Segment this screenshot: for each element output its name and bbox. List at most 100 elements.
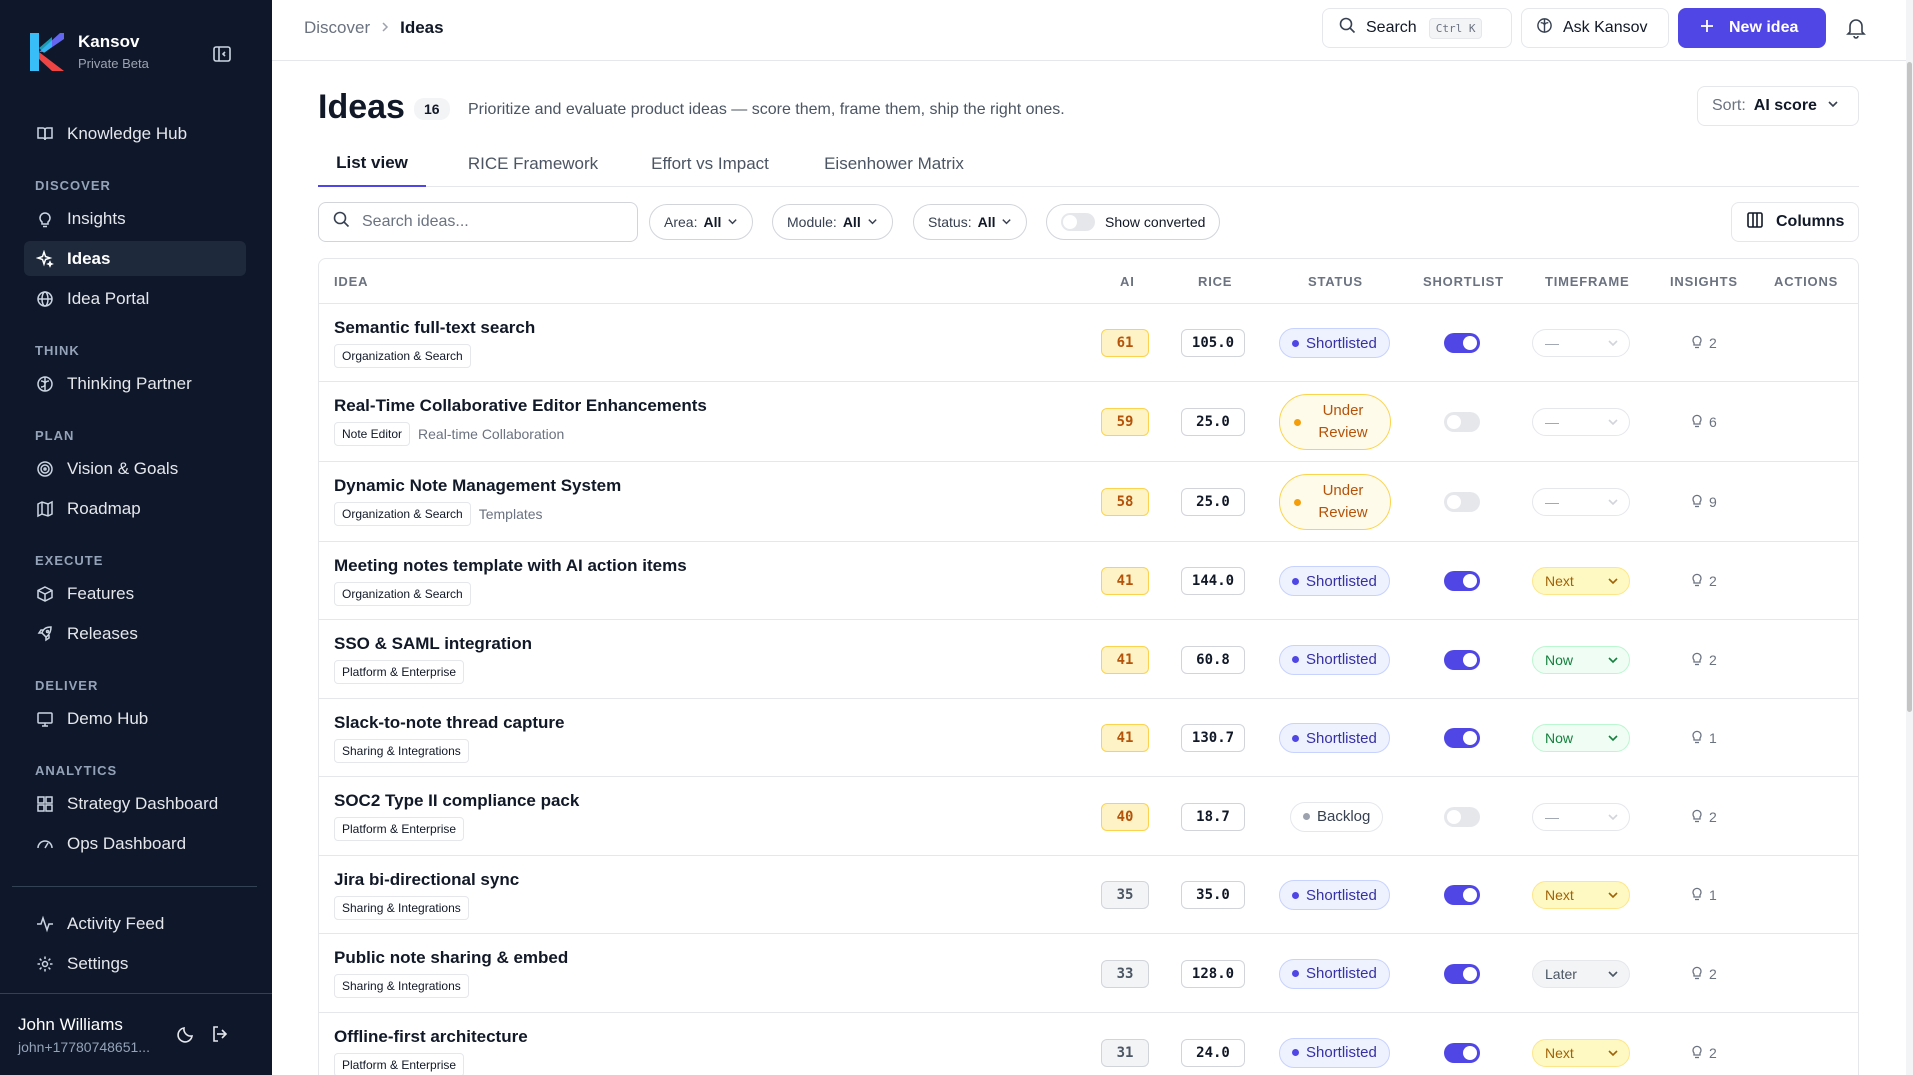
shortlist-toggle[interactable] — [1444, 963, 1480, 984]
table-row[interactable]: SOC2 Type II compliance pack Platform & E… — [319, 777, 1858, 856]
table-row[interactable]: SSO & SAML integration Platform & Enterpr… — [319, 620, 1858, 699]
timeframe-select[interactable]: — — [1532, 488, 1630, 516]
sidebar-item-releases[interactable]: Releases — [24, 616, 246, 651]
ideas-search-input[interactable]: Search ideas... — [318, 202, 638, 242]
new-idea-button[interactable]: New idea — [1678, 8, 1826, 48]
shortlist-toggle[interactable] — [1444, 571, 1480, 591]
shortlist-toggle[interactable] — [1444, 333, 1480, 353]
sidebar-collapse-icon[interactable] — [210, 42, 234, 66]
sidebar-item-knowledge-hub[interactable]: Knowledge Hub — [24, 116, 246, 151]
col-insights[interactable]: INSIGHTS — [1670, 274, 1738, 289]
idea-title[interactable]: Public note sharing & embed — [334, 948, 569, 967]
idea-title[interactable]: SSO & SAML integration — [334, 634, 533, 653]
sidebar-item-settings[interactable]: Settings — [24, 946, 246, 981]
sidebar-item-activity-feed[interactable]: Activity Feed — [24, 906, 246, 941]
sidebar-item-ideas[interactable]: Ideas — [24, 241, 246, 276]
status-badge[interactable]: Shortlisted — [1279, 880, 1390, 910]
status-badge[interactable]: Under Review — [1279, 394, 1391, 450]
sidebar-item-thinking-partner[interactable]: Thinking Partner — [24, 366, 246, 401]
shortlist-toggle[interactable] — [1444, 1042, 1480, 1063]
insights-count[interactable]: 2 — [1691, 965, 1717, 983]
insights-count[interactable]: 2 — [1691, 1044, 1717, 1062]
timeframe-select[interactable]: Next — [1532, 881, 1630, 909]
breadcrumb-discover[interactable]: Discover — [304, 18, 371, 37]
toggle-switch[interactable] — [1061, 213, 1095, 231]
area-filter[interactable]: Area: All — [649, 204, 754, 240]
insights-count[interactable]: 2 — [1691, 651, 1717, 669]
status-filter[interactable]: Status: All — [913, 204, 1028, 240]
insights-count[interactable]: 6 — [1691, 413, 1717, 431]
columns-button[interactable]: Columns — [1731, 202, 1859, 242]
timeframe-select[interactable]: Now — [1532, 724, 1630, 752]
sort-dropdown[interactable]: Sort: AI score — [1697, 86, 1859, 126]
sidebar-item-insights[interactable]: Insights — [24, 201, 246, 236]
col-timeframe[interactable]: TIMEFRAME — [1545, 274, 1630, 289]
col-status[interactable]: STATUS — [1308, 274, 1363, 289]
status-badge[interactable]: Shortlisted — [1279, 566, 1390, 596]
table-row[interactable]: Dynamic Note Management System Organizati… — [319, 462, 1858, 542]
sidebar-item-demo-hub[interactable]: Demo Hub — [24, 701, 246, 736]
user-profile[interactable]: John Williams john+17780748651... — [18, 1015, 150, 1055]
insights-count[interactable]: 1 — [1691, 729, 1717, 747]
shortlist-toggle[interactable] — [1444, 806, 1480, 827]
idea-title[interactable]: Slack-to-note thread capture — [334, 713, 565, 732]
col-idea[interactable]: IDEA — [334, 274, 369, 289]
status-badge[interactable]: Shortlisted — [1279, 1037, 1390, 1068]
insights-count[interactable]: 2 — [1691, 808, 1717, 826]
col-rice[interactable]: RICE — [1198, 274, 1233, 289]
idea-title[interactable]: Meeting notes template with AI action it… — [334, 556, 687, 575]
col-shortlist[interactable]: SHORTLIST — [1423, 274, 1504, 289]
shortlist-toggle[interactable] — [1444, 728, 1480, 748]
status-badge[interactable]: Shortlisted — [1279, 328, 1390, 358]
ask-kansov-button[interactable]: Ask Kansov — [1521, 8, 1669, 48]
scrollbar-thumb[interactable] — [1907, 62, 1912, 712]
logout-icon[interactable] — [210, 1024, 230, 1049]
table-row[interactable]: Jira bi-directional sync Sharing & Integr… — [319, 856, 1858, 934]
idea-title[interactable]: Offline-first architecture — [334, 1027, 528, 1046]
status-badge[interactable]: Under Review — [1279, 474, 1391, 530]
timeframe-select[interactable]: Now — [1532, 645, 1630, 674]
module-filter[interactable]: Module: All — [772, 204, 893, 240]
tab-list-view[interactable]: List view — [318, 140, 426, 187]
idea-title[interactable]: Dynamic Note Management System — [334, 476, 622, 495]
global-search-button[interactable]: Search Ctrl K — [1322, 8, 1512, 48]
status-badge[interactable]: Shortlisted — [1279, 723, 1390, 753]
tab-eisenhower-matrix[interactable]: Eisenhower Matrix — [824, 153, 964, 173]
shortlist-toggle[interactable] — [1444, 412, 1480, 432]
moon-icon[interactable] — [176, 1024, 196, 1049]
timeframe-select[interactable]: — — [1532, 408, 1630, 436]
table-row[interactable]: Offline-first architecture Platform & Ent… — [319, 1013, 1858, 1075]
insights-count[interactable]: 2 — [1691, 572, 1717, 590]
table-row[interactable]: Semantic full-text search Organization & … — [319, 304, 1858, 382]
sidebar-item-idea-portal[interactable]: Idea Portal — [24, 281, 246, 316]
insights-count[interactable]: 9 — [1691, 493, 1717, 511]
page-scrollbar[interactable] — [1906, 0, 1913, 1075]
insights-count[interactable]: 1 — [1691, 886, 1717, 904]
timeframe-select[interactable]: Next — [1532, 1038, 1630, 1067]
col-ai[interactable]: AI — [1120, 274, 1135, 289]
shortlist-toggle[interactable] — [1444, 649, 1480, 670]
sidebar-item-ops-dashboard[interactable]: Ops Dashboard — [24, 826, 246, 861]
sidebar-item-strategy-dashboard[interactable]: Strategy Dashboard — [24, 786, 246, 821]
timeframe-select[interactable]: Later — [1532, 959, 1630, 988]
tab-rice-framework[interactable]: RICE Framework — [467, 153, 599, 173]
idea-title[interactable]: Semantic full-text search — [334, 318, 536, 337]
idea-title[interactable]: SOC2 Type II compliance pack — [334, 791, 580, 810]
sidebar-item-features[interactable]: Features — [24, 576, 246, 611]
insights-count[interactable]: 2 — [1691, 334, 1717, 352]
brand[interactable]: Kansov Private Beta — [30, 32, 149, 71]
idea-title[interactable]: Real-Time Collaborative Editor Enhanceme… — [334, 396, 707, 415]
tab-effort-vs-impact[interactable]: Effort vs Impact — [651, 153, 769, 173]
bell-icon[interactable] — [1846, 17, 1866, 44]
shortlist-toggle[interactable] — [1444, 885, 1480, 905]
timeframe-select[interactable]: — — [1532, 802, 1630, 831]
shortlist-toggle[interactable] — [1444, 492, 1480, 512]
status-badge[interactable]: Backlog — [1290, 801, 1384, 832]
show-converted-toggle[interactable]: Show converted — [1046, 204, 1221, 240]
table-row[interactable]: Slack-to-note thread capture Sharing & In… — [319, 699, 1858, 777]
status-badge[interactable]: Shortlisted — [1279, 644, 1390, 675]
timeframe-select[interactable]: Next — [1532, 567, 1630, 595]
timeframe-select[interactable]: — — [1532, 329, 1630, 357]
idea-title[interactable]: Jira bi-directional sync — [334, 870, 520, 889]
table-row[interactable]: Real-Time Collaborative Editor Enhanceme… — [319, 382, 1858, 462]
